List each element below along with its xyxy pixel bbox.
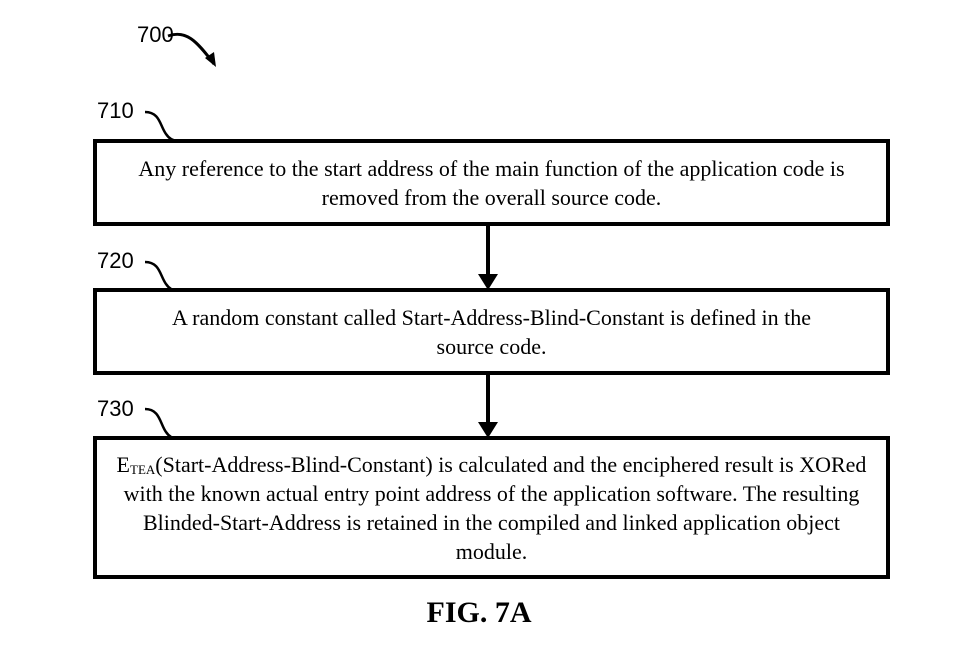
step-730-subscript: TEA [130, 461, 156, 477]
leader-720 [144, 260, 179, 293]
leader-710 [144, 110, 179, 143]
step-730-text-block: ETEA(Start-Address-Blind-Constant) is ca… [97, 450, 886, 566]
step-710-box: Any reference to the start address of th… [93, 139, 890, 226]
figure-caption: FIG. 7A [426, 596, 532, 629]
step-720-box: A random constant called Start-Address-B… [93, 288, 890, 375]
figure-pointer-arrowhead [205, 52, 216, 67]
leader-730 [144, 407, 179, 441]
step-720-text: A random constant called Start-Address-B… [171, 304, 812, 359]
step-730-prefix: E [116, 451, 130, 477]
flow-arrow-720-730-head [478, 422, 498, 438]
step-730-text: (Start-Address-Blind-Constant) is calcul… [123, 451, 867, 564]
step-710-ref: 710 [97, 98, 134, 123]
step-730-ref: 730 [97, 396, 134, 421]
flow-arrow-710-720-head [478, 274, 498, 290]
step-730-box: ETEA(Start-Address-Blind-Constant) is ca… [93, 436, 890, 579]
step-710-text: Any reference to the start address of th… [138, 155, 845, 210]
step-720-ref: 720 [97, 248, 134, 273]
figure-ref-label: 700 [137, 22, 174, 47]
